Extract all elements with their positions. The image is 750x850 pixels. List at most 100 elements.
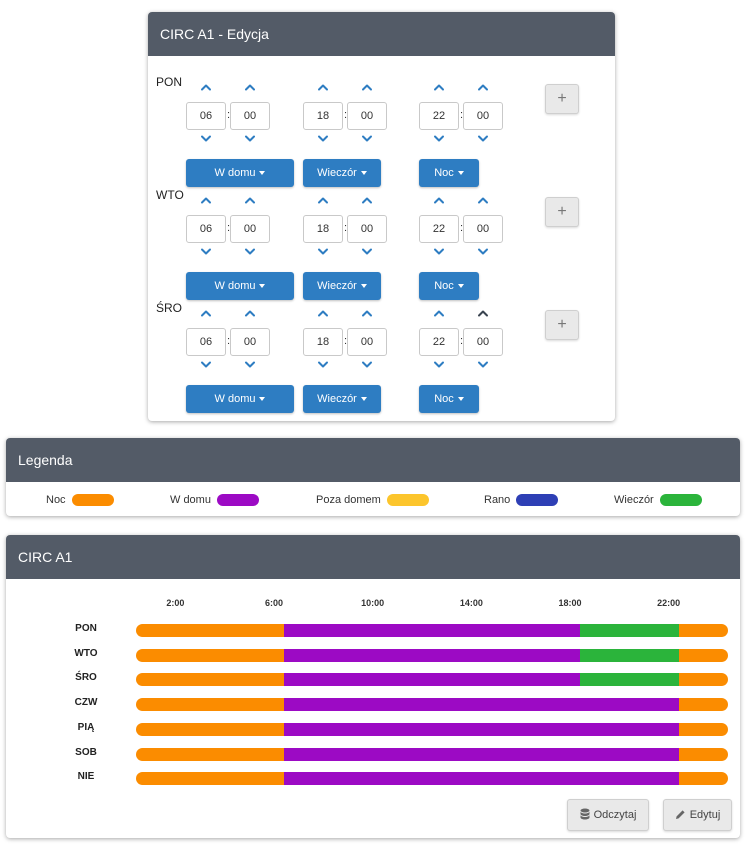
minute-input[interactable] bbox=[230, 215, 270, 243]
time-colon: : bbox=[460, 222, 464, 234]
minute-down-icon[interactable] bbox=[230, 248, 270, 262]
minute-down-icon[interactable] bbox=[230, 135, 270, 149]
minute-up-icon[interactable] bbox=[347, 81, 387, 95]
hour-down-icon[interactable] bbox=[419, 135, 459, 149]
hour-up-icon[interactable] bbox=[419, 194, 459, 208]
time-colon: : bbox=[344, 335, 348, 347]
time-colon: : bbox=[227, 222, 231, 234]
mode-dropdown-button[interactable]: Noc bbox=[419, 159, 479, 187]
mode-dropdown-label: Wieczór bbox=[317, 167, 357, 179]
hour-down-icon[interactable] bbox=[419, 248, 459, 262]
legend-item-label: Poza domem bbox=[316, 494, 381, 507]
minute-input[interactable] bbox=[347, 102, 387, 130]
minute-up-icon[interactable] bbox=[463, 81, 503, 95]
hour-input[interactable] bbox=[419, 328, 459, 356]
minute-input[interactable] bbox=[230, 102, 270, 130]
schedule-segment bbox=[284, 648, 580, 662]
mode-dropdown-button[interactable]: Noc bbox=[419, 272, 479, 300]
hour-down-icon[interactable] bbox=[303, 135, 343, 149]
schedule-segment bbox=[284, 772, 679, 786]
hour-input[interactable] bbox=[419, 215, 459, 243]
time-colon: : bbox=[460, 109, 464, 121]
minute-up-icon[interactable] bbox=[230, 81, 270, 95]
minute-up-icon[interactable] bbox=[347, 307, 387, 321]
schedule-segment bbox=[678, 624, 728, 637]
minute-input[interactable] bbox=[463, 328, 503, 356]
day-label-3: ŚRO bbox=[156, 301, 183, 315]
mode-dropdown-button[interactable]: W domu bbox=[186, 385, 294, 413]
caret-down-icon bbox=[457, 284, 464, 289]
add-slot-button[interactable]: + bbox=[545, 197, 579, 227]
hour-input[interactable] bbox=[186, 215, 226, 243]
hour-tick-label: 22:00 bbox=[657, 598, 681, 608]
day-label-2: WTO bbox=[156, 188, 184, 202]
hour-down-icon[interactable] bbox=[186, 135, 226, 149]
hour-up-icon[interactable] bbox=[419, 307, 459, 321]
edit-button[interactable]: Edytuj bbox=[663, 799, 732, 831]
mode-dropdown-button[interactable]: Wieczór bbox=[303, 159, 381, 187]
hour-input[interactable] bbox=[186, 102, 226, 130]
legend-item: Wieczór bbox=[614, 494, 702, 508]
hour-input[interactable] bbox=[303, 215, 343, 243]
minute-up-icon[interactable] bbox=[463, 194, 503, 208]
schedule-segment bbox=[136, 648, 284, 662]
minute-input[interactable] bbox=[463, 102, 503, 130]
minute-input[interactable] bbox=[463, 215, 503, 243]
hour-up-icon[interactable] bbox=[303, 307, 343, 321]
legend-swatch bbox=[386, 494, 429, 507]
time-colon: : bbox=[344, 222, 348, 234]
legend-swatch bbox=[516, 494, 559, 507]
hour-input[interactable] bbox=[303, 102, 343, 130]
minute-down-icon[interactable] bbox=[230, 361, 270, 375]
day-row-label: WTO bbox=[74, 647, 98, 659]
hour-down-icon[interactable] bbox=[303, 361, 343, 375]
minute-up-icon[interactable] bbox=[347, 194, 387, 208]
minute-input[interactable] bbox=[230, 328, 270, 356]
mode-dropdown-button[interactable]: Wieczór bbox=[303, 385, 381, 413]
legend-swatch bbox=[71, 494, 114, 507]
minute-down-icon[interactable] bbox=[347, 248, 387, 262]
hour-down-icon[interactable] bbox=[186, 248, 226, 262]
minute-input[interactable] bbox=[347, 328, 387, 356]
hour-up-icon[interactable] bbox=[186, 307, 226, 321]
schedule-bar bbox=[136, 698, 728, 712]
database-icon bbox=[580, 808, 590, 820]
schedule-bar bbox=[136, 673, 728, 687]
edit-panel-title: CIRC A1 - Edycja bbox=[148, 12, 615, 56]
read-button[interactable]: Odczytaj bbox=[567, 799, 649, 831]
minute-down-icon[interactable] bbox=[347, 361, 387, 375]
add-slot-button[interactable]: + bbox=[545, 310, 579, 340]
hour-down-icon[interactable] bbox=[419, 361, 459, 375]
schedule-segment bbox=[136, 624, 284, 637]
mode-dropdown-button[interactable]: Wieczór bbox=[303, 272, 381, 300]
mode-dropdown-button[interactable]: Noc bbox=[419, 385, 479, 413]
hour-up-icon[interactable] bbox=[303, 81, 343, 95]
mode-dropdown-button[interactable]: W domu bbox=[186, 159, 294, 187]
hour-down-icon[interactable] bbox=[186, 361, 226, 375]
mode-dropdown-label: W domu bbox=[214, 167, 256, 179]
read-button-label: Odczytaj bbox=[593, 809, 637, 821]
minute-up-icon[interactable] bbox=[463, 307, 503, 321]
minute-input[interactable] bbox=[347, 215, 387, 243]
hour-up-icon[interactable] bbox=[186, 194, 226, 208]
minute-down-icon[interactable] bbox=[463, 248, 503, 262]
minute-up-icon[interactable] bbox=[230, 307, 270, 321]
hour-down-icon[interactable] bbox=[303, 248, 343, 262]
day-row-label: SOB bbox=[75, 746, 97, 758]
hour-input[interactable] bbox=[303, 328, 343, 356]
legend-title: Legenda bbox=[6, 438, 740, 482]
schedule-bar bbox=[136, 624, 728, 637]
hour-input[interactable] bbox=[419, 102, 459, 130]
mode-dropdown-button[interactable]: W domu bbox=[186, 272, 294, 300]
minute-down-icon[interactable] bbox=[463, 135, 503, 149]
hour-up-icon[interactable] bbox=[186, 81, 226, 95]
add-slot-button[interactable]: + bbox=[545, 84, 579, 114]
edit-button-label: Edytuj bbox=[689, 809, 721, 821]
hour-up-icon[interactable] bbox=[303, 194, 343, 208]
minute-up-icon[interactable] bbox=[230, 194, 270, 208]
minute-down-icon[interactable] bbox=[347, 135, 387, 149]
hour-input[interactable] bbox=[186, 328, 226, 356]
legend-item-label: W domu bbox=[170, 494, 211, 507]
minute-down-icon[interactable] bbox=[463, 361, 503, 375]
hour-up-icon[interactable] bbox=[419, 81, 459, 95]
